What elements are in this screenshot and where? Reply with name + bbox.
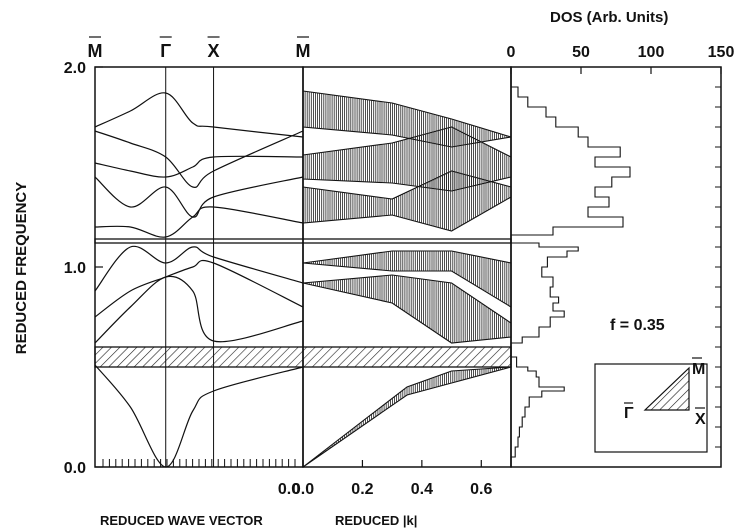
y-tick-label-2-0: 2.0 <box>64 60 86 77</box>
k-tick-label-0: 0.0 <box>292 481 314 498</box>
x-axis-label-wave-vector: REDUCED WAVE VECTOR <box>100 513 263 528</box>
projected-band-outline-1 <box>302 366 512 468</box>
brillouin-zone-inset: Γ M X <box>594 357 708 453</box>
projected-band-fill-1 <box>302 366 512 467</box>
band-line-2 <box>94 275 304 344</box>
projected-bands-layer <box>302 90 512 468</box>
band-line-9 <box>94 92 304 138</box>
dos-layer <box>510 67 631 467</box>
inset-label-m: M <box>692 361 705 378</box>
band-line-7 <box>94 155 304 178</box>
dos-tick-label-3: 150 <box>708 44 735 61</box>
fill-fraction-label: f = 0.35 <box>610 317 665 334</box>
dos-tick-label-2: 100 <box>638 44 665 61</box>
k-tick-label-1: 0.2 <box>351 481 373 498</box>
dos-tick-label-1: 50 <box>572 44 590 61</box>
inset-label-x: X <box>695 411 706 428</box>
band-line-3 <box>94 259 304 318</box>
k-tick-label-3: 0.6 <box>470 481 492 498</box>
band-lines-layer <box>94 92 304 468</box>
band-line-1 <box>94 364 304 468</box>
dos-trace <box>510 67 631 467</box>
band-line-6 <box>94 176 304 218</box>
tick-layer: 0.01.02.0M Γ X M0.0 0.2 0.4 0.60.00 50 100 150 <box>64 36 735 498</box>
grid-layer <box>165 67 215 467</box>
dos-tick-label-0: 0 <box>507 44 516 61</box>
symmetry-label-3: M <box>296 41 311 61</box>
dos-axis-title: DOS (Arb. Units) <box>550 9 668 26</box>
band-panel-end-tick-label: 0.0 <box>278 481 300 498</box>
y-tick-label-0-0: 0.0 <box>64 460 86 477</box>
symmetry-label-0: M <box>88 41 103 61</box>
projected-band-outline-6 <box>302 90 512 148</box>
band-panel-frame <box>94 66 304 468</box>
k-tick-label-2: 0.4 <box>411 481 433 498</box>
band-line-4 <box>94 245 304 292</box>
x-axis-label-reduced-k: REDUCED |k| <box>335 513 417 528</box>
inset-label-gamma: Γ <box>624 405 634 422</box>
y-tick-label-1-0: 1.0 <box>64 260 86 277</box>
band-line-5 <box>94 206 304 238</box>
y-axis-label: REDUCED FREQUENCY <box>13 182 30 355</box>
symmetry-label-2: X <box>208 41 220 61</box>
band-line-8 <box>94 130 304 188</box>
dos-panel-frame <box>510 66 722 468</box>
symmetry-label-1: Γ <box>160 41 171 61</box>
